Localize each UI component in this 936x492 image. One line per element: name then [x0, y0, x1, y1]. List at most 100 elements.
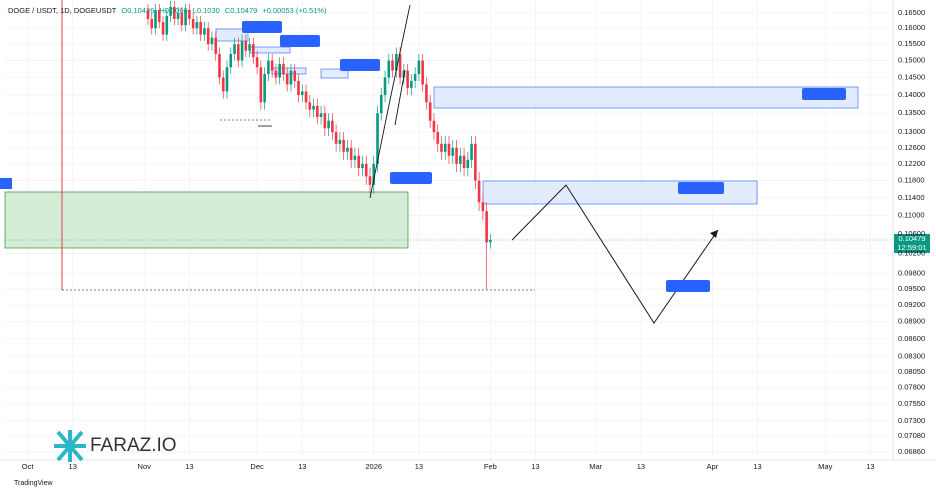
y-tick-label: 0.11000: [898, 211, 925, 220]
y-tick-label: 0.08300: [898, 352, 925, 361]
x-tick-label: 2026: [365, 462, 382, 471]
candle-body: [455, 147, 458, 164]
candle-body: [323, 113, 327, 129]
candle-body: [285, 74, 289, 85]
candle-body: [432, 120, 436, 133]
candle-body: [154, 9, 157, 29]
candle-body: [477, 180, 481, 203]
candle-body: [421, 60, 424, 85]
candle-body: [240, 40, 244, 61]
x-tick-label: 13: [753, 462, 761, 471]
header-text: +0.00053 (+0.51%): [262, 6, 327, 15]
candle-body: [157, 9, 161, 23]
x-tick-label: Feb: [484, 462, 497, 471]
candle-body: [210, 37, 214, 45]
candle-body: [489, 239, 492, 243]
y-tick-label: 0.12200: [898, 159, 925, 168]
candle-body: [372, 163, 376, 185]
candle-body: [334, 132, 338, 144]
candle-body: [270, 60, 274, 71]
callout-box: [0, 178, 12, 189]
footer-brand: TradingView: [14, 480, 53, 487]
y-tick-label: 0.16500: [898, 8, 925, 17]
candle-body: [379, 95, 383, 114]
y-tick-label: 0.07300: [898, 416, 925, 425]
drawing-line: [394, 69, 406, 126]
candle-body: [425, 84, 428, 103]
candle-body: [331, 120, 334, 133]
y-tick-label: 0.09800: [898, 268, 925, 277]
candle-body: [383, 77, 387, 96]
y-tick-label: 0.06860: [898, 447, 925, 456]
candle-body: [312, 105, 315, 110]
x-tick-label: 13: [185, 462, 193, 471]
candle-body: [180, 12, 184, 26]
x-tick-label: 13: [415, 462, 423, 471]
candle-body: [233, 44, 236, 54]
y-tick-label: 0.08600: [898, 334, 925, 343]
candle-body: [252, 44, 255, 58]
callout-box: [390, 172, 432, 184]
y-tick-label: 0.13500: [898, 108, 925, 117]
last-price-label: 0.10479: [898, 234, 925, 243]
candle-body: [346, 147, 349, 152]
candle-body: [361, 163, 364, 169]
y-tick-label: 0.07550: [898, 399, 925, 408]
supply-zone: [433, 86, 859, 109]
candle-body: [349, 147, 353, 160]
candle-body: [236, 44, 240, 61]
candle-body: [221, 77, 225, 92]
candle-body: [391, 60, 394, 71]
candle-body: [244, 40, 248, 51]
x-tick-label: 13: [866, 462, 874, 471]
candle-body: [458, 155, 462, 164]
candle-body: [470, 143, 473, 160]
candle-body: [398, 53, 402, 78]
candle-body: [188, 9, 191, 19]
candle-body: [229, 53, 233, 68]
candle-body: [199, 22, 202, 35]
candle-body: [316, 105, 319, 117]
x-tick-label: May: [818, 462, 832, 471]
last-price-tag: [894, 234, 930, 253]
candle-body: [462, 155, 466, 169]
candle-body: [353, 155, 357, 160]
candle-body: [184, 9, 187, 26]
candle-body: [410, 80, 413, 88]
candle-body: [428, 102, 432, 121]
candle-body: [368, 176, 372, 185]
candle-body: [248, 44, 251, 51]
callout-box: [666, 280, 710, 292]
candle-body: [161, 22, 165, 35]
candle-body: [289, 70, 293, 85]
x-tick-label: 13: [298, 462, 306, 471]
candle-body: [342, 139, 345, 152]
y-tick-label: 0.15000: [898, 56, 925, 65]
candle-body: [214, 37, 218, 54]
arrow-head: [710, 230, 718, 238]
candle-body: [176, 12, 180, 19]
header-text: C0.10479: [225, 6, 258, 15]
callout-box: [280, 35, 320, 47]
candle-body: [274, 70, 278, 78]
countdown-label: 12:59:01: [897, 243, 926, 252]
header: DOGE / USDT, 1D, DOGEUSDT O0.10426 H0.1060…: [8, 6, 327, 15]
candle-body: [443, 143, 447, 152]
candle-body: [466, 159, 470, 169]
candle-body: [282, 63, 285, 75]
candle-body: [319, 113, 323, 117]
zone: [320, 68, 349, 79]
candle-body: [259, 67, 263, 103]
x-tick-label: 13: [69, 462, 77, 471]
candle-body: [364, 163, 368, 177]
header-text: DOGE / USDT, 1D, DOGEUSDT: [8, 6, 117, 15]
y-tick-label: 0.09500: [898, 284, 925, 293]
candle-body: [218, 53, 221, 78]
callout-box: [340, 59, 380, 71]
candle-body: [165, 15, 169, 35]
header-text: L0.1030: [193, 6, 220, 15]
header-text: O0.10426: [121, 6, 154, 15]
y-tick-label: 0.08050: [898, 367, 925, 376]
candle-body: [387, 60, 391, 78]
